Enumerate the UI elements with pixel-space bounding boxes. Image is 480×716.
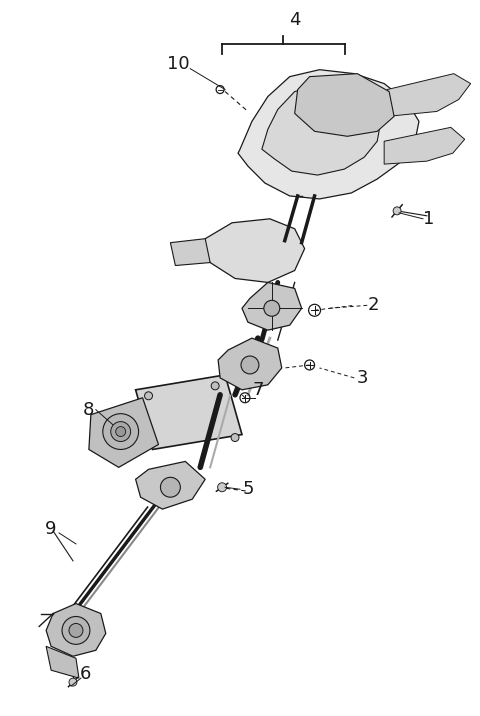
Circle shape: [393, 207, 401, 215]
Circle shape: [139, 440, 146, 448]
Text: 2: 2: [368, 296, 379, 314]
Circle shape: [116, 427, 126, 437]
Polygon shape: [384, 127, 465, 164]
Circle shape: [69, 624, 83, 637]
Text: 6: 6: [80, 665, 92, 683]
Polygon shape: [262, 86, 381, 175]
Text: 1: 1: [423, 210, 434, 228]
Polygon shape: [89, 398, 158, 468]
Circle shape: [69, 678, 77, 686]
Circle shape: [62, 616, 90, 644]
Polygon shape: [46, 604, 106, 657]
Circle shape: [231, 434, 239, 442]
Text: 7: 7: [252, 381, 264, 399]
Circle shape: [264, 300, 280, 316]
Polygon shape: [242, 282, 301, 330]
Polygon shape: [202, 219, 305, 282]
Circle shape: [217, 483, 227, 492]
Circle shape: [144, 392, 153, 400]
Text: 10: 10: [167, 54, 190, 73]
Polygon shape: [295, 74, 394, 136]
Text: 4: 4: [289, 11, 300, 29]
Polygon shape: [170, 238, 210, 266]
Polygon shape: [46, 647, 79, 678]
Polygon shape: [136, 461, 205, 509]
Circle shape: [211, 382, 219, 390]
Text: 3: 3: [357, 369, 368, 387]
Circle shape: [111, 422, 131, 442]
Polygon shape: [387, 74, 471, 117]
Polygon shape: [136, 375, 242, 450]
Polygon shape: [238, 69, 419, 199]
Circle shape: [103, 414, 139, 450]
Text: 8: 8: [83, 401, 95, 419]
Circle shape: [241, 356, 259, 374]
Text: 5: 5: [242, 480, 254, 498]
Polygon shape: [218, 338, 282, 390]
Circle shape: [160, 478, 180, 497]
Text: 9: 9: [45, 520, 57, 538]
